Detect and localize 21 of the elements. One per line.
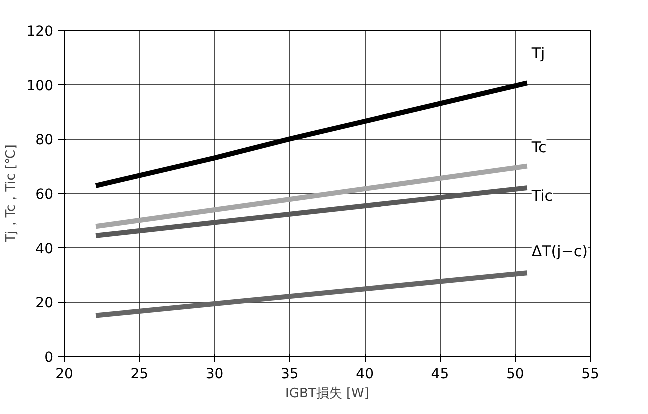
y-axis-title: Tj，Tc，Tic [℃] bbox=[4, 144, 19, 244]
x-tick-label: 20 bbox=[56, 366, 74, 382]
y-tick-label: 40 bbox=[36, 241, 54, 258]
series-label: Tj bbox=[530, 44, 546, 62]
x-tick-label: 50 bbox=[506, 366, 524, 382]
series-label: ΔT(j−c) bbox=[532, 242, 588, 260]
y-tick-label: 120 bbox=[26, 24, 54, 40]
x-tick-label: 55 bbox=[582, 366, 600, 382]
x-tick-label: 25 bbox=[130, 366, 149, 382]
y-tick-label: 100 bbox=[26, 78, 54, 94]
y-tick-label: 20 bbox=[36, 296, 54, 312]
x-axis-title: IGBT損失 [W] bbox=[286, 386, 370, 402]
x-tick-label: 45 bbox=[431, 366, 450, 382]
y-tick-label: 0 bbox=[44, 350, 54, 366]
series-label: Tc bbox=[530, 138, 547, 156]
x-tick-label: 35 bbox=[281, 366, 299, 382]
y-tick-label: 60 bbox=[36, 187, 54, 203]
y-tick-label: 80 bbox=[36, 132, 54, 149]
x-tick-label: 40 bbox=[356, 366, 374, 382]
series-label: Tic bbox=[530, 187, 554, 206]
x-tick-label: 30 bbox=[206, 366, 224, 382]
